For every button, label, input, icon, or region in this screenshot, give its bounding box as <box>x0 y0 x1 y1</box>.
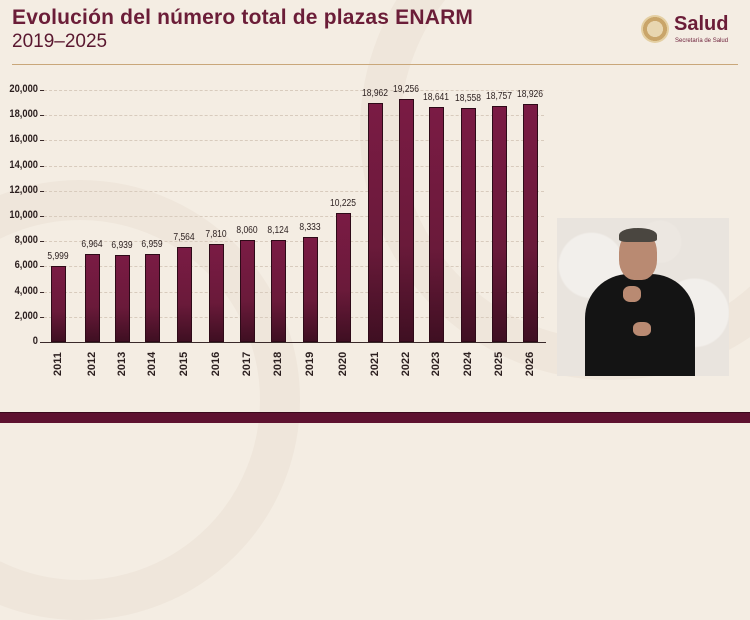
bar-2015 <box>177 246 192 342</box>
bar-2023 <box>429 107 444 342</box>
bar-2012 <box>85 254 100 342</box>
bar-value-label: 6,939 <box>111 239 133 251</box>
gridline <box>44 316 544 318</box>
bar-2021 <box>368 103 383 342</box>
y-axis-tick <box>40 241 44 243</box>
bar-value-label: 18,641 <box>422 92 450 104</box>
bar-value-label: 18,757 <box>485 90 513 102</box>
logo-wordmark: Salud <box>674 13 729 35</box>
gridline <box>44 266 544 268</box>
x-axis-label: 2025 <box>493 351 505 377</box>
footer-bar <box>0 412 750 423</box>
bar-value-label: 18,558 <box>454 93 482 105</box>
sign-language-interpreter-video <box>557 218 729 376</box>
y-axis-tick-label: 4,000 <box>14 284 38 297</box>
y-axis-tick-label: 14,000 <box>9 158 38 171</box>
page-title: Evolución del número total de plazas ENA… <box>12 6 474 29</box>
bar-value-label: 10,225 <box>329 198 357 210</box>
x-axis-label: 2014 <box>146 351 158 377</box>
bar-value-label: 6,959 <box>141 239 163 251</box>
y-axis-tick-label: 10,000 <box>9 209 38 221</box>
gridline <box>44 291 544 293</box>
x-axis-label: 2023 <box>430 351 442 377</box>
x-axis-label: 2012 <box>86 351 98 377</box>
bar-2026 <box>523 103 538 342</box>
bar-2017 <box>240 240 255 342</box>
y-axis-tick-label: 18,000 <box>9 108 38 121</box>
x-axis-label: 2017 <box>241 351 253 377</box>
gridline <box>44 165 544 167</box>
y-axis-tick <box>40 140 44 142</box>
y-axis-tick-label: 6,000 <box>14 259 38 272</box>
interpreter-hair <box>619 228 657 242</box>
y-axis-tick <box>40 216 44 217</box>
bar-2025 <box>492 105 507 342</box>
y-axis-tick <box>40 291 44 293</box>
gridline <box>44 115 544 117</box>
x-axis-label: 2018 <box>272 351 284 377</box>
x-axis-label: 2024 <box>462 351 474 377</box>
y-axis-tick-label: 12,000 <box>9 183 38 196</box>
y-axis-tick-label: 20,000 <box>9 83 38 95</box>
bar-2022 <box>399 99 414 342</box>
y-axis-tick <box>40 90 44 91</box>
bar-value-label: 19,256 <box>392 84 420 96</box>
y-axis-tick-label: 2,000 <box>14 309 38 322</box>
interpreter-hand <box>633 322 651 336</box>
page-subtitle: 2019–2025 <box>12 31 108 52</box>
bar-2013 <box>115 254 130 342</box>
x-axis-label: 2013 <box>116 351 128 377</box>
y-axis-tick-label: 0 <box>32 335 38 347</box>
bar-value-label: 18,926 <box>516 88 544 100</box>
x-axis-label: 2026 <box>524 351 536 377</box>
bar-value-label: 18,962 <box>361 88 389 100</box>
x-axis-label: 2021 <box>369 351 381 377</box>
bar-2020 <box>336 213 351 342</box>
national-seal-icon <box>641 15 669 43</box>
x-axis-label: 2020 <box>337 351 349 377</box>
y-axis-tick-label: 16,000 <box>9 133 38 146</box>
bar-2024 <box>461 108 476 342</box>
bar-2014 <box>145 254 160 342</box>
gridline <box>44 216 544 217</box>
bar-2019 <box>303 237 318 342</box>
bar-value-label: 7,810 <box>205 228 227 240</box>
y-axis-tick <box>40 266 44 268</box>
x-axis-label: 2011 <box>52 352 64 376</box>
y-axis-tick <box>40 316 44 318</box>
interpreter-hand <box>623 286 641 302</box>
y-axis-tick <box>40 165 44 167</box>
salud-logo: Salud Secretaría de Salud <box>641 13 750 50</box>
x-axis-line <box>40 342 546 343</box>
logo-subtitle: Secretaría de Salud <box>675 38 729 44</box>
gridline <box>44 140 544 142</box>
x-axis-label: 2022 <box>400 351 412 377</box>
header-divider <box>12 64 738 65</box>
x-axis-label: 2016 <box>210 351 222 377</box>
gridline <box>44 241 544 243</box>
y-axis-tick-label: 8,000 <box>14 234 38 247</box>
bar-value-label: 8,124 <box>267 224 289 236</box>
bar-value-label: 7,564 <box>173 231 195 243</box>
bar-2018 <box>271 239 286 342</box>
bar-value-label: 8,333 <box>299 222 321 233</box>
bar-2016 <box>209 243 224 342</box>
bar-2011 <box>51 266 66 342</box>
gridline <box>44 90 544 91</box>
y-axis-tick <box>40 190 44 192</box>
y-axis-tick <box>40 115 44 117</box>
x-axis-label: 2015 <box>178 351 190 377</box>
gridline <box>44 190 544 192</box>
bar-value-label: 8,060 <box>236 225 258 237</box>
bar-value-label: 6,964 <box>81 239 103 251</box>
bar-value-label: 5,999 <box>47 251 69 263</box>
x-axis-label: 2019 <box>304 351 316 377</box>
